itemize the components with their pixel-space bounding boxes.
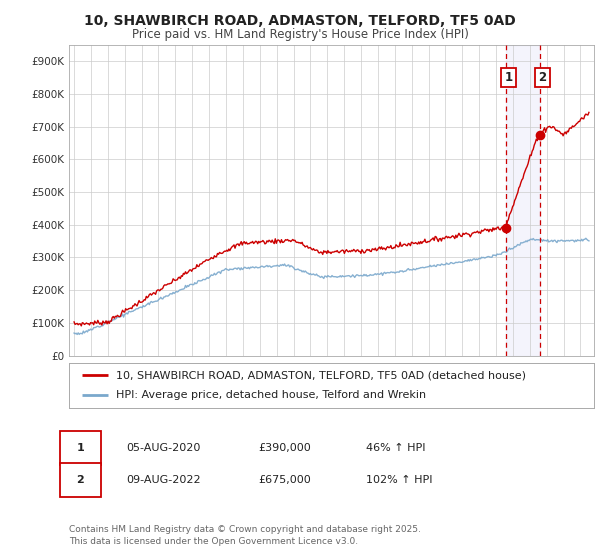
Text: 1: 1 xyxy=(505,71,512,84)
Bar xyxy=(506,45,540,356)
Text: 10, SHAWBIRCH ROAD, ADMASTON, TELFORD, TF5 0AD: 10, SHAWBIRCH ROAD, ADMASTON, TELFORD, T… xyxy=(84,14,516,28)
Text: £675,000: £675,000 xyxy=(258,475,311,485)
Text: HPI: Average price, detached house, Telford and Wrekin: HPI: Average price, detached house, Telf… xyxy=(116,390,427,400)
Text: 05-AUG-2020: 05-AUG-2020 xyxy=(126,443,200,453)
Text: 10, SHAWBIRCH ROAD, ADMASTON, TELFORD, TF5 0AD (detached house): 10, SHAWBIRCH ROAD, ADMASTON, TELFORD, T… xyxy=(116,370,526,380)
Text: Contains HM Land Registry data © Crown copyright and database right 2025.
This d: Contains HM Land Registry data © Crown c… xyxy=(69,525,421,546)
Text: £390,000: £390,000 xyxy=(258,443,311,453)
Text: 09-AUG-2022: 09-AUG-2022 xyxy=(126,475,200,485)
Text: 1: 1 xyxy=(77,443,84,453)
Text: Price paid vs. HM Land Registry's House Price Index (HPI): Price paid vs. HM Land Registry's House … xyxy=(131,28,469,41)
Text: 102% ↑ HPI: 102% ↑ HPI xyxy=(366,475,433,485)
Text: 2: 2 xyxy=(77,475,84,485)
Text: 46% ↑ HPI: 46% ↑ HPI xyxy=(366,443,425,453)
Text: 2: 2 xyxy=(538,71,547,84)
